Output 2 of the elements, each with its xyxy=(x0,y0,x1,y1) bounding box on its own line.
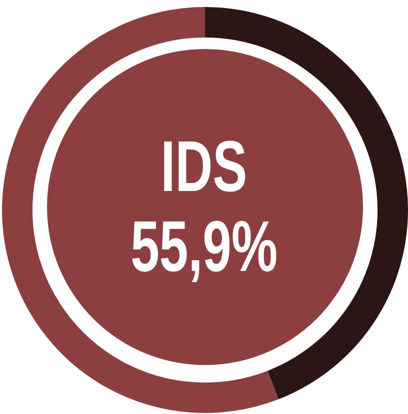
slice-label: IDS xyxy=(160,127,248,207)
data-label: 55,9% xyxy=(130,207,278,287)
